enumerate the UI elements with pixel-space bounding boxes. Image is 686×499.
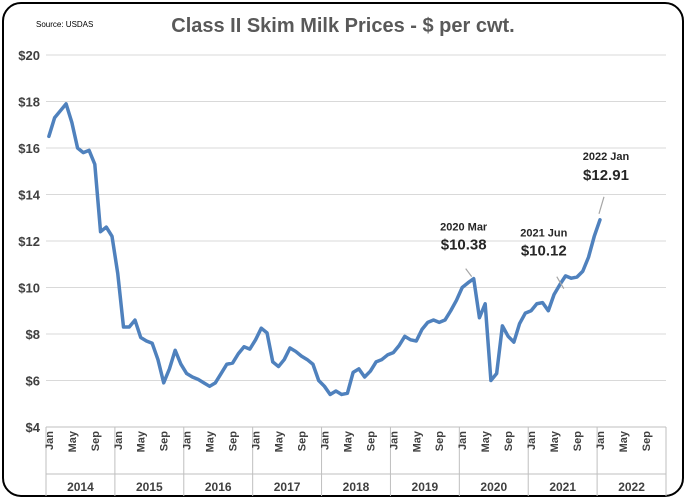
annotation-value: $10.12 xyxy=(521,243,567,260)
annotation-leader xyxy=(465,268,473,278)
x-tick-label: Sep xyxy=(228,431,240,451)
axes xyxy=(45,426,667,496)
x-tick-label: Jan xyxy=(457,431,469,450)
x-tick-label: May xyxy=(411,430,423,452)
year-label: 2017 xyxy=(274,480,301,494)
x-tick-label: Jan xyxy=(595,431,607,450)
annotation-leader xyxy=(598,196,605,215)
annotation-label: 2020 Mar xyxy=(440,222,488,234)
x-tick-label: May xyxy=(549,430,561,452)
x-tick-label: Sep xyxy=(365,431,377,451)
x-tick-label: Sep xyxy=(159,431,171,451)
annotations: 2020 Mar $10.38 2021 Jun $10.12 2022 Jan $12.… xyxy=(440,151,630,290)
x-tick-label: Jan xyxy=(182,431,194,450)
x-axis-tick-labels: Jan May Sep Jan May Sep Jan May Sep Jan May Sep Jan M… xyxy=(44,430,653,452)
x-tick-label: Sep xyxy=(572,431,584,451)
y-tick-label: $10 xyxy=(18,281,40,296)
year-label: 2019 xyxy=(412,480,439,494)
x-tick-label: Sep xyxy=(434,431,446,451)
x-tick-label: May xyxy=(480,430,492,452)
year-label: 2015 xyxy=(136,480,163,494)
year-label: 2022 xyxy=(618,480,645,494)
year-label: 2018 xyxy=(343,480,370,494)
annotation-value: $10.38 xyxy=(441,237,487,254)
annotation-label: 2021 Jun xyxy=(520,228,567,240)
y-tick-label: $4 xyxy=(26,420,41,435)
gridlines xyxy=(46,54,666,381)
year-label: 2020 xyxy=(480,480,507,494)
x-tick-label: May xyxy=(67,430,79,452)
y-tick-label: $20 xyxy=(18,48,40,63)
y-tick-label: $8 xyxy=(26,327,40,342)
year-label: 2016 xyxy=(205,480,232,494)
series-layer xyxy=(47,102,602,397)
y-tick-label: $16 xyxy=(18,141,40,156)
x-tick-label: Sep xyxy=(641,431,653,451)
year-label: 2021 xyxy=(549,480,576,494)
annotation-leader xyxy=(556,276,565,290)
source-note: Source: USDAS xyxy=(36,20,93,29)
x-tick-label: May xyxy=(205,430,217,452)
x-tick-label: May xyxy=(274,430,286,452)
x-tick-label: May xyxy=(342,430,354,452)
y-tick-label: $6 xyxy=(26,374,40,389)
x-tick-label: Jan xyxy=(526,431,538,450)
annotation-label: 2022 Jan xyxy=(583,151,630,163)
y-tick-label: $18 xyxy=(18,95,40,110)
chart-title: Class II Skim Milk Prices - $ per cwt. xyxy=(171,15,515,37)
x-tick-label: May xyxy=(618,430,630,452)
x-tick-label: Sep xyxy=(503,431,515,451)
year-label: 2014 xyxy=(67,480,94,494)
x-tick-label: May xyxy=(136,430,148,452)
x-tick-label: Jan xyxy=(44,431,56,450)
x-tick-label: Sep xyxy=(296,431,308,451)
annotation-value: $12.91 xyxy=(583,167,629,184)
y-tick-label: $12 xyxy=(18,234,40,249)
x-tick-label: Jan xyxy=(251,431,263,450)
x-tick-label: Jan xyxy=(113,431,125,450)
x-tick-label: Jan xyxy=(388,431,400,450)
year-labels: 2014 2015 2016 2017 2018 2019 2020 2021 2022 xyxy=(67,480,645,494)
x-tick-label: Sep xyxy=(90,431,102,451)
y-tick-label: $14 xyxy=(18,188,40,203)
x-tick-label: Jan xyxy=(319,431,331,450)
y-axis-tick-labels: $4 $6 $8 $10 $12 $14 $16 $18 $20 xyxy=(18,48,40,435)
